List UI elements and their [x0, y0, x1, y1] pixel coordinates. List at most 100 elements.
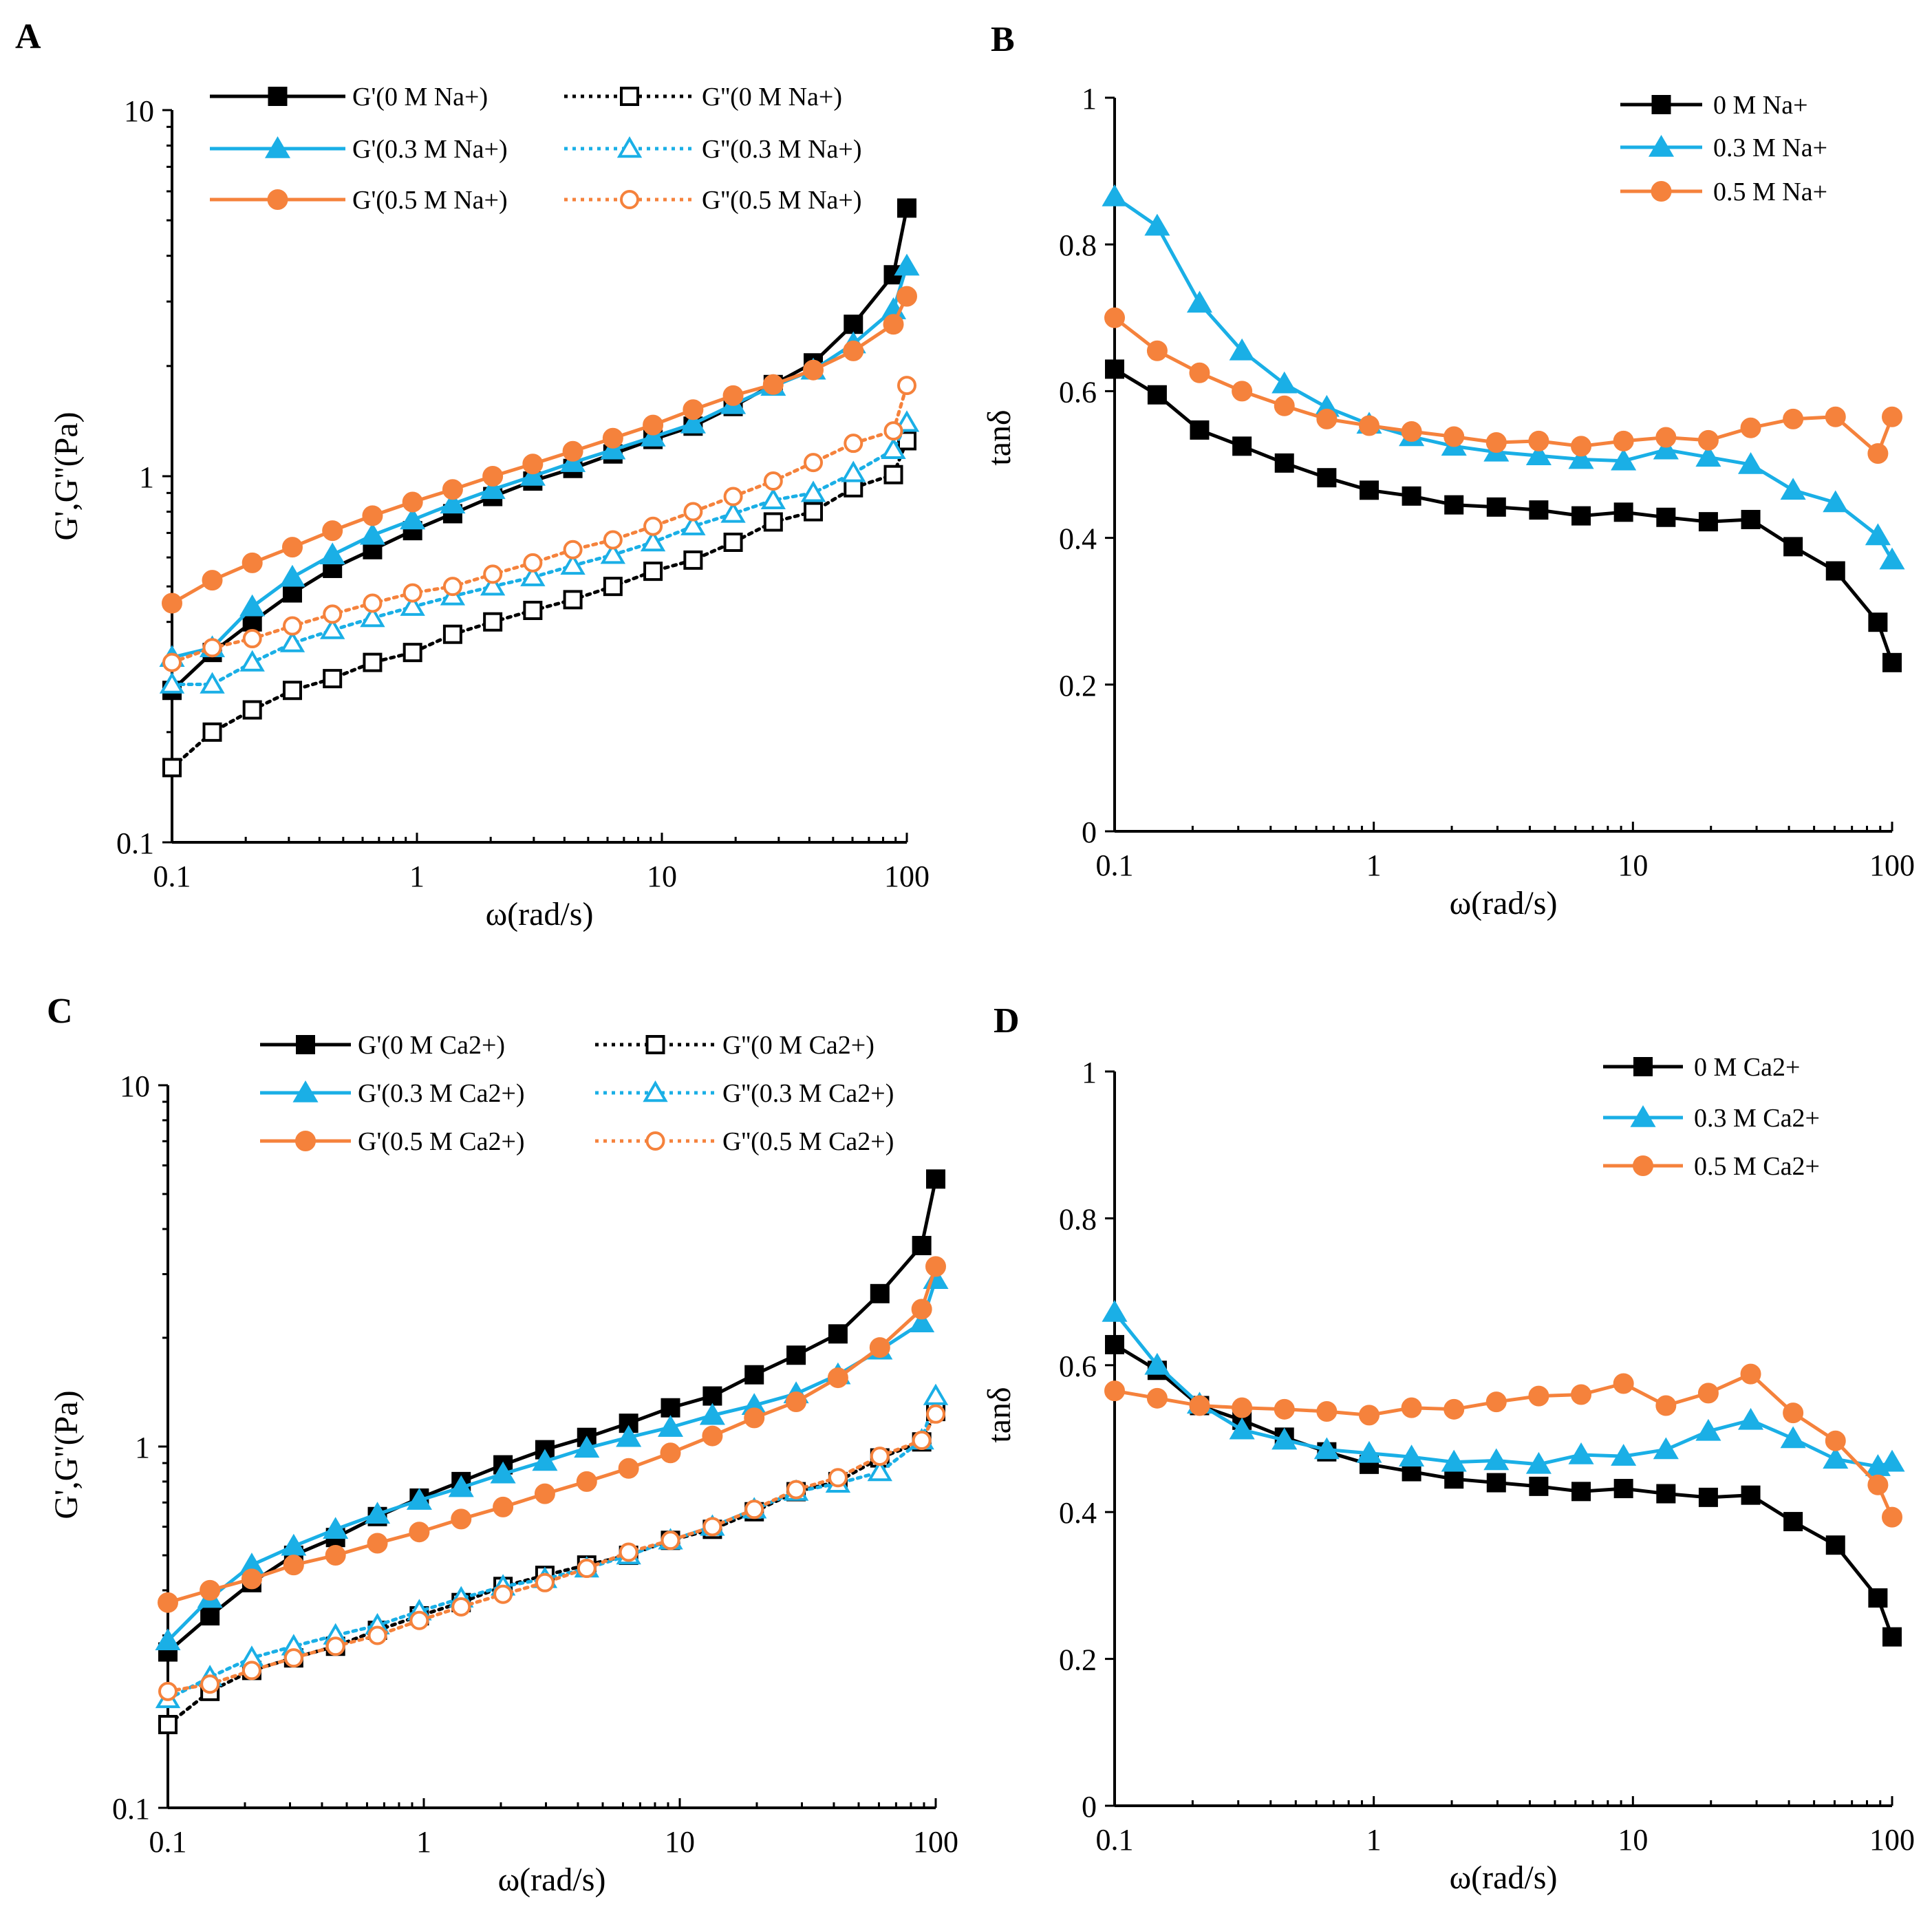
data-point — [926, 1169, 945, 1189]
data-point — [1232, 436, 1252, 456]
data-point — [1825, 1535, 1845, 1555]
data-point — [1571, 1482, 1591, 1502]
series-3 — [155, 1383, 949, 1709]
data-point — [282, 616, 302, 636]
data-point — [402, 491, 423, 513]
data-point — [239, 594, 266, 617]
data-point — [702, 1425, 723, 1447]
legend-item: 0.3 M Na+ — [1620, 134, 1827, 162]
data-point — [322, 520, 343, 542]
data-point — [158, 1715, 178, 1735]
y-tick-label: 0.2 — [1059, 669, 1097, 703]
data-point — [1825, 561, 1845, 581]
data-point — [923, 1383, 949, 1405]
data-point — [1190, 420, 1210, 440]
legend-item: 0.5 M Na+ — [1620, 178, 1827, 206]
data-point — [1868, 612, 1888, 632]
legend-marker — [267, 189, 288, 210]
data-point — [1780, 478, 1806, 500]
data-point — [534, 1483, 555, 1504]
data-point — [200, 1606, 220, 1625]
data-point — [1525, 1451, 1552, 1474]
data-point — [804, 453, 824, 473]
data-point — [560, 553, 586, 575]
data-point — [883, 314, 904, 335]
data-point — [800, 480, 826, 502]
data-point — [281, 537, 303, 558]
data-point — [643, 562, 663, 582]
legend-label: G'(0.5 M Na+) — [352, 186, 508, 215]
data-point — [519, 464, 546, 486]
data-point — [1867, 1474, 1889, 1495]
series-0 — [162, 198, 916, 701]
data-point — [242, 552, 263, 573]
data-point — [1695, 1418, 1721, 1441]
data-point — [744, 1407, 765, 1429]
data-point — [1613, 502, 1633, 522]
legend-label: 0.3 M Na+ — [1713, 134, 1827, 162]
data-point — [602, 427, 623, 449]
data-point — [1655, 427, 1677, 448]
data-point — [762, 374, 784, 395]
data-point — [1529, 1476, 1549, 1496]
data-point — [1865, 523, 1891, 546]
data-point — [200, 1579, 221, 1601]
y-tick-label: 10 — [124, 94, 154, 128]
y-tick-label: 0.8 — [1059, 1202, 1097, 1236]
data-point — [1879, 1449, 1905, 1472]
data-point — [1882, 1506, 1902, 1528]
data-point — [523, 553, 543, 573]
data-point — [1783, 1512, 1803, 1532]
x-tick-label: 100 — [884, 860, 930, 893]
data-point — [1317, 468, 1337, 488]
panel-c: C 0.1 1 10 100 0.1 1 10 ω(rad/s) G',G''(Pa) G'(0 M… — [47, 992, 958, 1898]
data-point — [683, 502, 703, 522]
data-point — [661, 1530, 680, 1550]
data-point — [1105, 359, 1124, 379]
data-point — [640, 530, 666, 552]
data-point — [1105, 1334, 1124, 1354]
data-point — [763, 471, 783, 491]
data-point — [843, 340, 864, 361]
data-point — [1613, 1479, 1633, 1499]
data-point — [1102, 1299, 1128, 1322]
data-point — [1879, 547, 1905, 570]
data-point — [363, 652, 383, 672]
legend-marker — [264, 136, 291, 158]
data-point — [1274, 395, 1295, 416]
data-point — [279, 630, 305, 652]
data-point — [1486, 497, 1506, 517]
data-point — [1485, 432, 1507, 454]
data-point — [1483, 1448, 1510, 1471]
legend-label: G'(0.3 M Ca2+) — [358, 1079, 525, 1108]
x-tick-label: 10 — [647, 860, 677, 893]
panel-a: A 0.1 1 10 100 0.1 1 10 ω(rad/s) G',G''(Pa) G'(0 M… — [15, 17, 930, 932]
data-point — [320, 617, 345, 639]
legend-item: G'(0.5 M Na+) — [210, 186, 508, 215]
data-point — [1313, 1437, 1340, 1460]
data-point — [897, 286, 917, 307]
data-point — [1401, 1397, 1422, 1418]
data-point — [563, 540, 583, 559]
data-point — [1740, 417, 1761, 438]
data-point — [1882, 652, 1902, 672]
data-point — [786, 1480, 806, 1500]
data-point — [1653, 437, 1679, 460]
legend-marker — [620, 87, 639, 106]
data-point — [535, 1572, 555, 1592]
y-tick-label: 0.1 — [116, 826, 154, 860]
data-point — [786, 1391, 807, 1412]
data-point — [680, 411, 706, 434]
data-point — [493, 1584, 513, 1604]
data-point — [1571, 1384, 1592, 1405]
data-point — [520, 564, 546, 586]
data-point — [660, 1442, 681, 1464]
data-point — [200, 1674, 220, 1694]
data-point — [1613, 430, 1634, 451]
data-point — [158, 1681, 178, 1701]
data-point — [241, 1568, 262, 1590]
data-point — [1783, 537, 1803, 557]
data-point — [870, 1283, 890, 1303]
x-tick-label: 100 — [913, 1825, 958, 1859]
y-tick-label: 1 — [1082, 1056, 1097, 1089]
